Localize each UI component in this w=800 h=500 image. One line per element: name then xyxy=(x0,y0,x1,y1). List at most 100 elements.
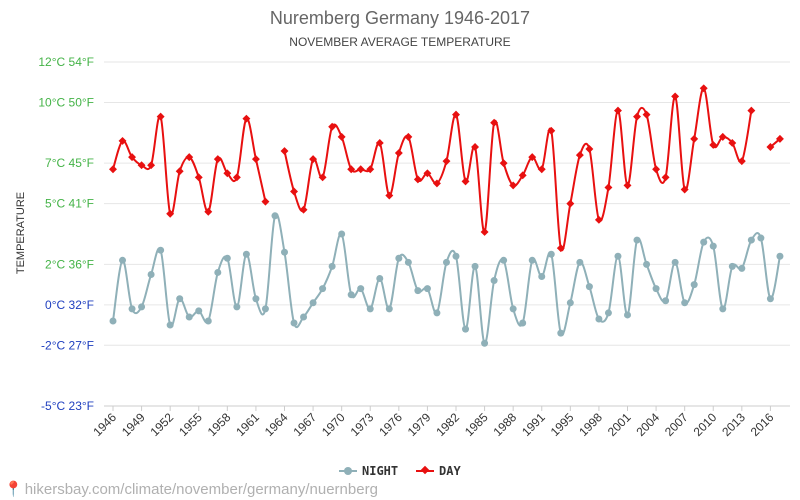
day-point[interactable] xyxy=(109,165,117,174)
day-point[interactable] xyxy=(137,161,146,170)
legend-item-day[interactable]: DAY xyxy=(416,464,461,478)
day-point[interactable] xyxy=(594,215,603,224)
night-point[interactable] xyxy=(614,252,622,260)
night-point[interactable] xyxy=(109,317,117,325)
night-point[interactable] xyxy=(719,305,727,313)
night-point[interactable] xyxy=(528,256,536,264)
night-point[interactable] xyxy=(157,246,165,254)
night-point[interactable] xyxy=(281,248,288,256)
night-point[interactable] xyxy=(423,285,431,293)
night-point[interactable] xyxy=(595,315,603,323)
night-point[interactable] xyxy=(261,305,269,313)
day-point[interactable] xyxy=(242,114,251,123)
day-point[interactable] xyxy=(261,197,270,206)
day-point[interactable] xyxy=(423,169,432,178)
day-point[interactable] xyxy=(204,207,213,216)
night-point[interactable] xyxy=(481,339,489,347)
night-point[interactable] xyxy=(395,254,403,262)
night-point[interactable] xyxy=(452,252,460,260)
day-point[interactable] xyxy=(385,191,394,200)
day-point[interactable] xyxy=(509,181,518,190)
night-point[interactable] xyxy=(357,285,365,293)
night-point[interactable] xyxy=(747,236,755,244)
night-point[interactable] xyxy=(700,238,708,246)
night-point[interactable] xyxy=(757,234,765,242)
night-point[interactable] xyxy=(128,305,136,313)
night-point[interactable] xyxy=(662,297,670,305)
day-point[interactable] xyxy=(118,136,127,145)
night-point[interactable] xyxy=(538,272,546,280)
day-point[interactable] xyxy=(156,112,165,121)
legend-item-night[interactable]: NIGHT xyxy=(339,464,398,478)
day-point[interactable] xyxy=(528,153,537,162)
night-point[interactable] xyxy=(138,303,146,311)
night-point[interactable] xyxy=(347,291,355,299)
night-point[interactable] xyxy=(766,295,774,303)
night-point[interactable] xyxy=(576,258,584,266)
night-point[interactable] xyxy=(338,230,346,238)
day-point[interactable] xyxy=(413,175,422,184)
day-point[interactable] xyxy=(290,187,298,196)
day-point[interactable] xyxy=(737,157,746,166)
night-point[interactable] xyxy=(681,299,689,307)
day-point[interactable] xyxy=(166,209,175,218)
night-point[interactable] xyxy=(442,258,450,266)
night-point[interactable] xyxy=(319,285,327,293)
night-point[interactable] xyxy=(404,258,412,266)
night-point[interactable] xyxy=(328,262,336,270)
night-point[interactable] xyxy=(519,319,527,327)
day-point[interactable] xyxy=(775,134,784,143)
day-point[interactable] xyxy=(299,205,308,214)
night-point[interactable] xyxy=(271,212,279,220)
day-point[interactable] xyxy=(642,110,651,119)
night-point[interactable] xyxy=(376,275,384,283)
night-point[interactable] xyxy=(490,277,498,285)
night-point[interactable] xyxy=(290,319,298,327)
source-link[interactable]: 📍 hikersbay.com/climate/november/germany/… xyxy=(4,480,378,498)
day-point[interactable] xyxy=(375,138,384,147)
night-point[interactable] xyxy=(309,299,317,307)
night-point[interactable] xyxy=(185,313,193,321)
night-point[interactable] xyxy=(433,309,441,317)
night-point[interactable] xyxy=(223,254,231,262)
day-point[interactable] xyxy=(709,141,718,149)
day-point[interactable] xyxy=(147,161,156,170)
night-point[interactable] xyxy=(557,329,565,337)
day-point[interactable] xyxy=(366,165,375,174)
day-point[interactable] xyxy=(690,134,699,143)
day-point[interactable] xyxy=(537,165,546,174)
day-point[interactable] xyxy=(604,183,613,192)
day-point[interactable] xyxy=(633,112,641,121)
day-point[interactable] xyxy=(175,167,184,176)
day-point[interactable] xyxy=(232,173,241,182)
night-point[interactable] xyxy=(471,262,479,270)
night-point[interactable] xyxy=(119,256,127,264)
night-point[interactable] xyxy=(728,262,736,270)
day-point[interactable] xyxy=(251,155,260,164)
day-point[interactable] xyxy=(623,181,632,190)
night-point[interactable] xyxy=(147,270,155,278)
legend[interactable]: NIGHT DAY xyxy=(339,464,461,478)
day-point[interactable] xyxy=(652,165,661,174)
night-point[interactable] xyxy=(738,264,746,272)
night-point[interactable] xyxy=(385,305,393,313)
day-point[interactable] xyxy=(394,149,403,158)
night-point[interactable] xyxy=(366,305,374,313)
night-point[interactable] xyxy=(566,299,574,307)
night-point[interactable] xyxy=(166,321,174,329)
night-point[interactable] xyxy=(690,281,698,289)
day-point[interactable] xyxy=(309,155,318,164)
night-point[interactable] xyxy=(414,287,422,295)
day-point[interactable] xyxy=(680,185,689,194)
day-point[interactable] xyxy=(718,132,727,141)
day-point[interactable] xyxy=(766,143,775,151)
day-point[interactable] xyxy=(480,228,489,236)
day-point[interactable] xyxy=(575,151,584,160)
night-point[interactable] xyxy=(300,313,308,321)
day-point[interactable] xyxy=(337,132,346,141)
night-point[interactable] xyxy=(500,256,508,264)
night-point[interactable] xyxy=(214,268,222,276)
day-point[interactable] xyxy=(356,165,365,174)
night-point[interactable] xyxy=(585,283,593,291)
night-point[interactable] xyxy=(242,250,250,258)
